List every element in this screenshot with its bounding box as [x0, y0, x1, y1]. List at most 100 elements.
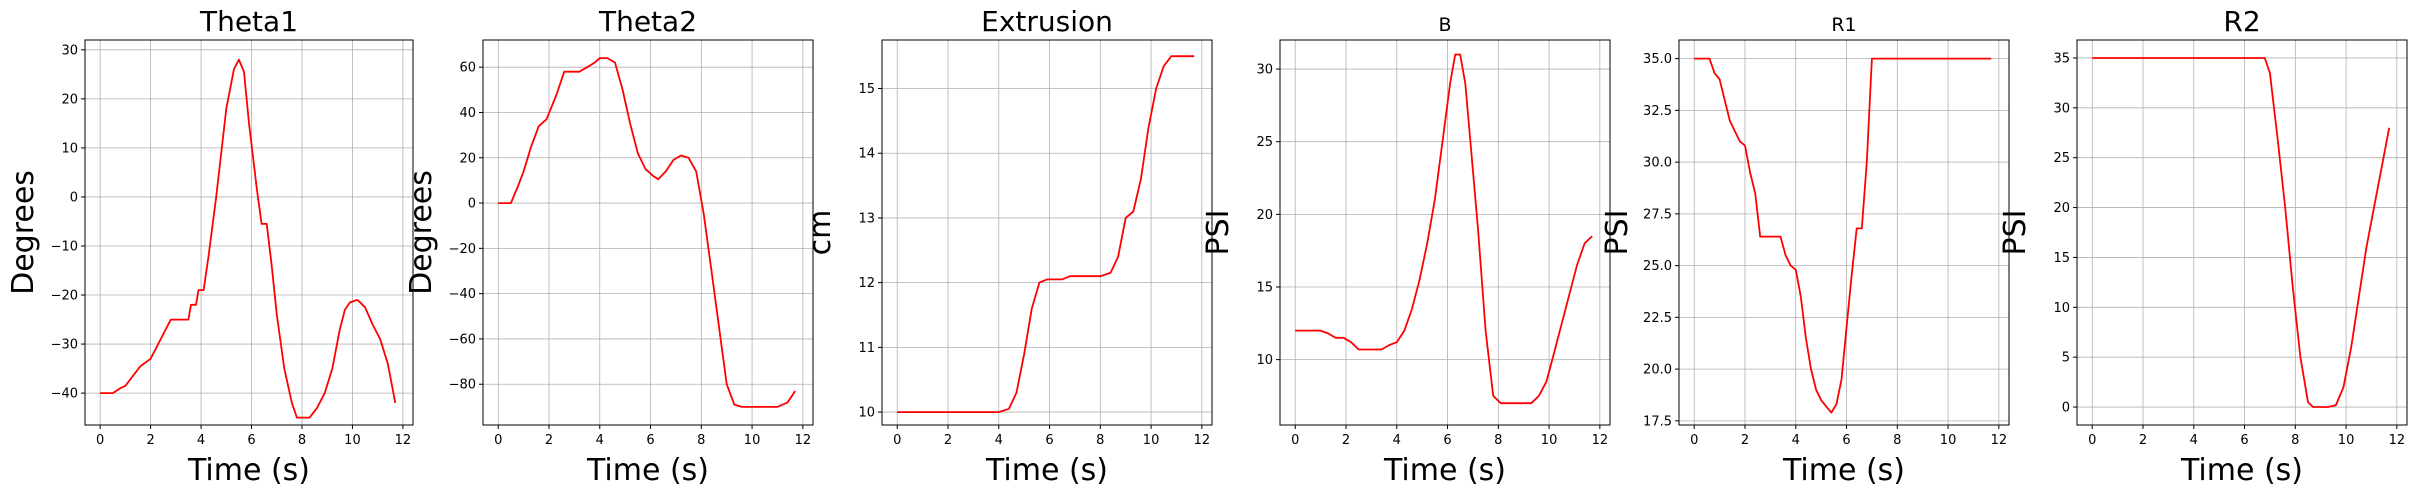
- x-tick-label: 6: [1443, 433, 1451, 448]
- x-tick-label: 12: [1991, 433, 2008, 448]
- y-tick-label: 40: [459, 106, 476, 121]
- y-axis-label: PSI: [1201, 210, 1236, 256]
- plot-frame: [482, 39, 814, 426]
- y-tick-label: 10: [1256, 353, 1273, 368]
- x-tick-label: 0: [1291, 433, 1299, 448]
- x-tick-label: 8: [697, 433, 705, 448]
- chart-panel-4: 0 2 4 6 8 10 12 10 15 20 25 30 B Time (s) PSI: [1201, 14, 1611, 488]
- chart-panel-5: 0 2 4 6 8 10 12 17.5 20.0 22.5 25.0 27.5 30.0 32.5 35.…: [1600, 14, 2010, 488]
- plot-frame: [881, 39, 1213, 426]
- y-axis-label: Degrees: [6, 170, 41, 295]
- y-tick-label: 20: [2053, 201, 2070, 216]
- y-tick-label: 5: [2062, 351, 2070, 366]
- x-tick-label: 4: [197, 433, 205, 448]
- x-axis-label: Time (s): [1782, 453, 1905, 488]
- x-tick-label: 0: [1690, 433, 1698, 448]
- y-tick-label: 20.0: [1643, 363, 1672, 378]
- y-tick-label: 17.5: [1643, 414, 1672, 429]
- series-line: [897, 55, 1195, 414]
- x-tick-label: 10: [1541, 433, 1558, 448]
- chart-panel-1: 0 2 4 6 8 10 12 −40 −30 −20 −10 0 10 20 30 Theta1 Time (…: [6, 5, 414, 488]
- x-tick-label: 4: [2190, 433, 2198, 448]
- y-axis-label: PSI: [1998, 210, 2033, 256]
- x-tick-label: 12: [395, 433, 412, 448]
- chart-panel-6: 0 2 4 6 8 10 12 0 5 10 15 20 25 30 35 R2 Time (s) PSI: [1998, 5, 2408, 488]
- series-line: [1694, 57, 1992, 414]
- y-tick-label: 20: [459, 151, 476, 166]
- x-tick-label: 12: [1194, 433, 1211, 448]
- x-tick-label: 0: [494, 433, 502, 448]
- y-tick-label: 27.5: [1643, 207, 1672, 222]
- x-tick-label: 6: [1045, 433, 1053, 448]
- chart-panel-3: 0 2 4 6 8 10 12 10 11 12 13 14 15 Extrusion Time (s) cm: [803, 5, 1213, 488]
- x-tick-label: 10: [344, 433, 361, 448]
- chart-title: R2: [2223, 5, 2260, 38]
- series-line: [498, 57, 796, 408]
- x-tick-label: 6: [646, 433, 654, 448]
- y-tick-label: 14: [858, 147, 875, 162]
- y-tick-label: −40: [449, 287, 476, 302]
- y-tick-label: 10: [61, 141, 78, 156]
- x-tick-label: 2: [545, 433, 553, 448]
- y-tick-label: −10: [51, 239, 78, 254]
- x-axis-label: Time (s): [187, 453, 310, 488]
- y-tick-label: 25: [2053, 151, 2070, 166]
- x-tick-label: 2: [944, 433, 952, 448]
- x-tick-label: 4: [596, 433, 604, 448]
- y-tick-label: 30: [1256, 63, 1273, 78]
- y-tick-label: 32.5: [1643, 104, 1672, 119]
- plot-frame: [1678, 39, 2010, 426]
- y-tick-label: 30.0: [1643, 156, 1672, 171]
- y-tick-label: 10: [858, 406, 875, 421]
- x-tick-label: 4: [1393, 433, 1401, 448]
- x-tick-label: 6: [247, 433, 255, 448]
- x-tick-label: 8: [1096, 433, 1104, 448]
- plot-frame: [84, 39, 414, 426]
- x-axis-label: Time (s): [1383, 453, 1506, 488]
- y-tick-label: 22.5: [1643, 311, 1672, 326]
- x-tick-label: 12: [2389, 433, 2406, 448]
- y-tick-label: −80: [449, 378, 476, 393]
- x-tick-label: 10: [1143, 433, 1160, 448]
- y-axis-label: PSI: [1600, 210, 1635, 256]
- y-tick-label: 11: [858, 341, 875, 356]
- chart-panel-2: 0 2 4 6 8 10 12 −80 −60 −40 −20 0 20 40 60 Theta2 Time (…: [404, 5, 814, 488]
- chart-title: Extrusion: [981, 5, 1113, 38]
- y-tick-label: 15: [2053, 251, 2070, 266]
- x-tick-label: 8: [298, 433, 306, 448]
- y-tick-label: 20: [1256, 208, 1273, 223]
- x-tick-label: 8: [1494, 433, 1502, 448]
- x-axis-label: Time (s): [586, 453, 709, 488]
- y-tick-label: −20: [51, 289, 78, 304]
- chart-title: Theta2: [598, 5, 697, 38]
- x-tick-label: 6: [2240, 433, 2248, 448]
- y-tick-label: 0: [2062, 401, 2070, 416]
- x-tick-label: 12: [795, 433, 812, 448]
- y-tick-label: −60: [449, 332, 476, 347]
- y-axis-label: cm: [803, 210, 838, 256]
- y-tick-label: 15: [858, 82, 875, 97]
- x-tick-label: 0: [96, 433, 104, 448]
- y-axis-label: Degrees: [404, 170, 439, 295]
- y-tick-label: 25: [1256, 135, 1273, 150]
- x-tick-label: 10: [1940, 433, 1957, 448]
- x-tick-label: 8: [2291, 433, 2299, 448]
- x-tick-label: 6: [1842, 433, 1850, 448]
- y-tick-label: 12: [858, 276, 875, 291]
- x-axis-label: Time (s): [985, 453, 1108, 488]
- chart-title: Theta1: [199, 5, 298, 38]
- y-tick-label: 20: [61, 92, 78, 107]
- x-tick-label: 8: [1893, 433, 1901, 448]
- chart-title: R1: [1831, 14, 1856, 36]
- y-tick-label: 35: [2053, 51, 2070, 66]
- x-tick-label: 2: [146, 433, 154, 448]
- x-tick-label: 0: [893, 433, 901, 448]
- y-tick-label: 35.0: [1643, 52, 1672, 67]
- x-tick-label: 0: [2088, 433, 2096, 448]
- x-tick-label: 2: [2139, 433, 2147, 448]
- chart-title: B: [1438, 14, 1451, 36]
- x-tick-label: 2: [1342, 433, 1350, 448]
- x-tick-label: 10: [2338, 433, 2355, 448]
- x-tick-label: 4: [995, 433, 1003, 448]
